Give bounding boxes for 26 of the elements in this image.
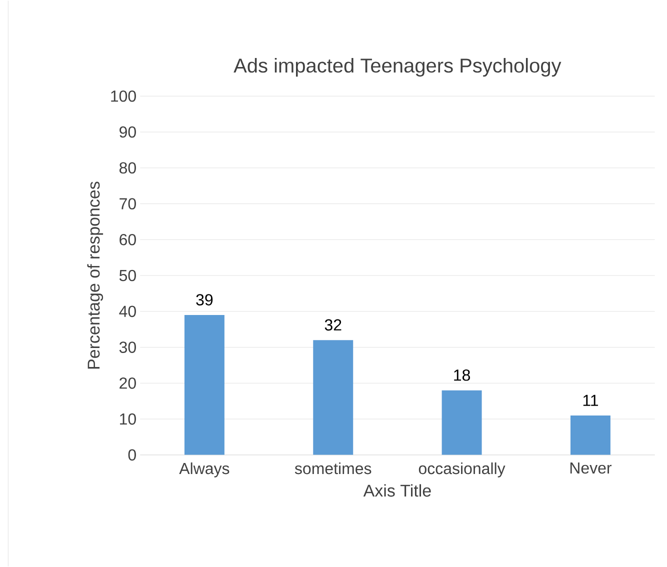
y-tick-label: 0 — [128, 449, 136, 461]
x-tick-label: occasionally — [418, 462, 506, 478]
bar — [442, 390, 482, 455]
data-label: 11 — [583, 394, 598, 406]
x-tick-label: sometimes — [294, 462, 372, 474]
y-tick-label: 70 — [120, 198, 136, 210]
x-tick-label: Never — [570, 462, 612, 474]
bar — [184, 314, 224, 455]
y-tick-label: 50 — [119, 270, 136, 282]
data-label: 32 — [324, 319, 342, 331]
chart-title: Ads impacted Teenagers Psychology — [234, 58, 562, 77]
data-label: 39 — [196, 294, 213, 306]
bar — [313, 340, 354, 455]
y-tick-label: 60 — [120, 234, 136, 246]
y-tick-label: 30 — [119, 342, 136, 353]
x-axis-title: Axis Title — [363, 484, 431, 497]
y-tick-label: 40 — [119, 306, 136, 318]
y-tick-label: 100 — [111, 90, 136, 102]
data-label: 18 — [454, 369, 470, 381]
y-axis-title: Percentage of responces — [87, 182, 104, 369]
bar — [570, 415, 610, 455]
y-tick-label: 10 — [120, 413, 136, 425]
y-tick-label: 90 — [120, 126, 136, 138]
x-tick-label: Always — [179, 462, 230, 478]
y-tick-label: 20 — [120, 377, 136, 389]
y-tick-label: 80 — [119, 162, 136, 174]
